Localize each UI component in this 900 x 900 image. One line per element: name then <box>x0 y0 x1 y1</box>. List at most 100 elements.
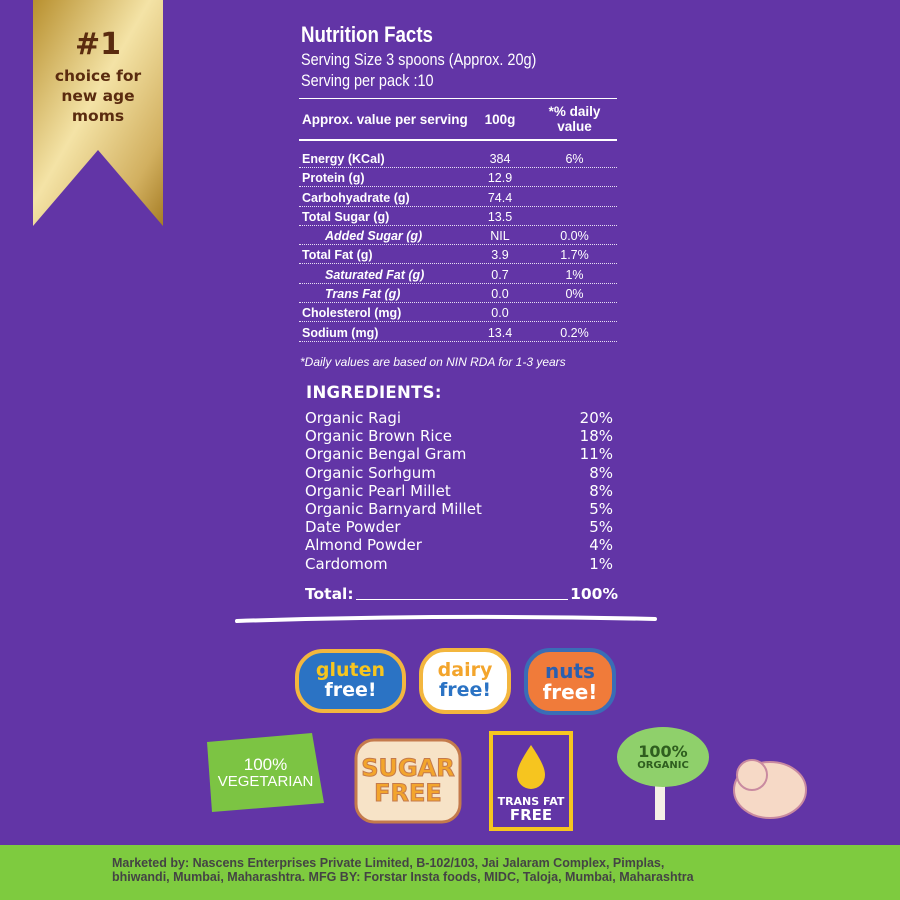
footer-line: Marketed by: Nascens Enterprises Private… <box>112 856 665 870</box>
row-label: Saturated Fat (g) <box>325 267 425 282</box>
row-label: Cholesterol (mg) <box>302 306 402 321</box>
nutrition-title: Nutrition Facts <box>301 22 433 47</box>
table-row: Total Sugar (g) 13.5 <box>299 207 617 226</box>
header-cell: Approx. value per serving <box>302 111 468 127</box>
ingredient: Organic Sorhgum 8% <box>305 464 613 482</box>
sugar-badge: SUGAR FREE <box>356 740 460 822</box>
total-row: Total: 100% <box>305 585 618 603</box>
row-label: Total Fat (g) <box>302 248 373 263</box>
footer-line: bhiwandi, Mumbai, Maharashtra. MFG BY: F… <box>112 870 694 884</box>
table-header: Approx. value per serving 100g *% daily … <box>299 99 617 141</box>
row-per-100g: 13.4 <box>487 325 513 340</box>
table-row: Protein (g) 12.9 <box>299 168 617 188</box>
table-body: Energy (KCal) 384 6% Protein (g) 12.9 Carbohy… <box>299 141 617 342</box>
badge-text: free! <box>542 679 598 704</box>
ingredient: Organic Pearl Millet 8% <box>305 482 613 500</box>
veg-badge: 100% VEGETARIAN <box>207 735 324 810</box>
ingredient: Organic Bengal Gram 11% <box>305 445 613 463</box>
badge-text: FREE <box>509 805 553 824</box>
ingredient: Organic Barnyard Millet 5% <box>305 500 613 518</box>
rank: #1 <box>74 27 121 62</box>
ribbon <box>33 0 163 226</box>
row-per-100g: 0.7 <box>491 267 509 282</box>
row-label: Trans Fat (g) <box>325 287 401 302</box>
ingredient-name: Cardomom <box>305 554 388 573</box>
ribbon-lines: choice for new age moms <box>33 66 163 126</box>
ingredient-share: 1% <box>589 554 613 573</box>
row-daily: 0.0% <box>560 229 589 244</box>
row-daily: 6% <box>565 152 584 166</box>
chick-head <box>736 759 768 791</box>
table-row: Total Fat (g) 3.9 1.7% <box>299 245 617 265</box>
badge-text: VEGETARIAN <box>217 772 314 790</box>
veg-badge-bg <box>207 733 324 812</box>
badge-text: free! <box>438 679 492 701</box>
row-label: Total Sugar (g) <box>302 209 390 224</box>
ingredient-name: Organic Brown Rice <box>305 427 453 446</box>
row-per-100g: 12.9 <box>487 171 513 186</box>
tree-trunk <box>655 780 665 820</box>
sugar-badge-bg <box>354 738 462 824</box>
badge-text: SUGAR <box>361 753 456 782</box>
ingredient: Organic Brown Rice 18% <box>305 427 613 445</box>
table-row: Added Sugar (g) NIL 0.0% <box>299 226 617 246</box>
row-per-100g: 3.9 <box>491 248 509 263</box>
ingredient-share: 8% <box>589 481 613 500</box>
ingredients-title: INGREDIENTS: <box>306 383 442 402</box>
footer: Marketed by: Nascens Enterprises Private… <box>0 845 900 900</box>
gluten-badge-bg <box>295 649 406 713</box>
servings-per-pack: Serving per pack :10 <box>301 71 434 90</box>
ingredient-name: Organic Pearl Millet <box>305 481 451 500</box>
transfat-badge: TRANS FAT FREE <box>491 792 571 828</box>
row-label: Protein (g) <box>302 171 365 186</box>
badge-text: dairy <box>437 659 493 682</box>
ingredient-name: Organic Ragi <box>305 409 402 427</box>
badge-text: free! <box>324 679 377 701</box>
row-per-100g: 0.0 <box>491 287 509 302</box>
nutrition-table: Approx. value per serving 100g *% daily … <box>299 98 617 342</box>
total-label: Total: <box>305 585 354 603</box>
ingredients-list: Organic Ragi 20% Organic Brown Rice 18% Orga… <box>305 409 613 573</box>
row-per-100g: 13.5 <box>487 209 513 224</box>
badge-text: TRANS FAT <box>497 795 565 809</box>
ingredient-share: 5% <box>589 499 613 518</box>
badge-text: FREE <box>374 779 443 807</box>
nuts-badge-bg <box>524 648 616 715</box>
ingredient-name: Organic Barnyard Millet <box>305 499 482 518</box>
row-label: Energy (KCal) <box>302 152 385 166</box>
ingredient-name: Almond Powder <box>305 536 422 555</box>
ingredient-share: 11% <box>579 445 613 464</box>
ingredient-share: 5% <box>589 518 613 537</box>
swoosh <box>235 614 657 623</box>
ingredient: Organic Ragi 20% <box>305 409 613 427</box>
nuts-badge: nuts free! <box>526 650 614 713</box>
row-daily: 1.7% <box>560 248 589 263</box>
ribbon-line: moms <box>71 107 125 125</box>
ingredient-name: Organic Sorhgum <box>305 463 436 482</box>
row-label: Carbohyadrate (g) <box>302 190 410 205</box>
ingredient-share: 8% <box>589 463 613 482</box>
row-per-100g: NIL <box>490 229 510 244</box>
organic-badge: 100% ORGANIC <box>617 735 709 780</box>
badge-text: nuts <box>545 658 595 683</box>
serving-size: Serving Size 3 spoons (Approx. 20g) <box>301 50 537 69</box>
row-daily: 1% <box>565 267 584 282</box>
table-row: Trans Fat (g) 0.0 0% <box>299 284 617 304</box>
table-row: Energy (KCal) 384 6% <box>299 141 617 168</box>
oil-drop <box>517 745 545 789</box>
row-daily: 0.2% <box>560 325 589 340</box>
header-cell: 100g <box>484 111 516 127</box>
gluten-badge: gluten free! <box>297 651 404 711</box>
ribbon-line: choice for <box>54 67 142 85</box>
ingredient: Date Powder 5% <box>305 518 613 536</box>
total-line <box>355 599 569 600</box>
badge-text: ORGANIC <box>637 759 689 771</box>
ribbon-line: new age <box>61 87 135 105</box>
ribbon-text: #1 choice for new age moms <box>33 28 163 126</box>
ingredient-share: 20% <box>579 409 613 427</box>
table-row: Saturated Fat (g) 0.7 1% <box>299 264 617 284</box>
header-cell: *% daily value <box>548 104 601 134</box>
ingredient-share: 18% <box>579 427 613 446</box>
